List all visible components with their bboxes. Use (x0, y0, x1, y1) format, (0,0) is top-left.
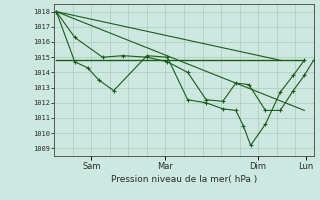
X-axis label: Pression niveau de la mer( hPa ): Pression niveau de la mer( hPa ) (111, 175, 257, 184)
